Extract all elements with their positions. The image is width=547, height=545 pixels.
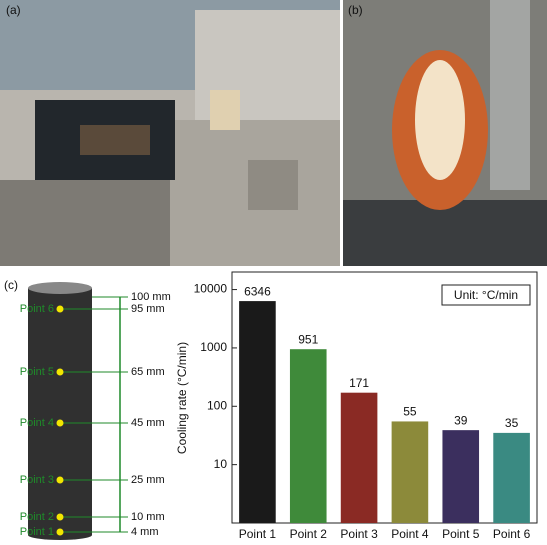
- point-marker: [56, 513, 64, 521]
- y-tick-label: 10000: [194, 282, 228, 296]
- bar: [340, 392, 378, 523]
- y-axis-label: Cooling rate (°C/min): [175, 342, 189, 454]
- point-label: Point 5: [20, 366, 54, 378]
- panel-label: (b): [348, 3, 363, 17]
- bar: [239, 301, 276, 523]
- value-label: 39: [454, 413, 468, 427]
- y-tick-label: 100: [207, 398, 227, 412]
- height-label: 45 mm: [131, 417, 165, 429]
- value-label: 6346: [244, 284, 271, 298]
- height-label: 25 mm: [131, 474, 165, 486]
- panel-label: (a): [6, 3, 21, 17]
- point-label: Point 1: [20, 526, 54, 538]
- cylinder: [28, 282, 128, 540]
- y-tick-label: 1000: [200, 340, 227, 354]
- point-marker: [56, 368, 64, 376]
- height-label: 4 mm: [131, 526, 159, 538]
- value-label: 171: [349, 376, 369, 390]
- x-tick-label: Point 2: [290, 527, 328, 541]
- y-tick-label: 10: [214, 457, 228, 471]
- bar: [442, 430, 480, 523]
- value-label: 35: [505, 416, 519, 430]
- unit-box: [441, 284, 531, 306]
- photo-b: [343, 0, 547, 266]
- x-tick-label: Point 4: [391, 527, 429, 541]
- plot-frame: [231, 271, 538, 524]
- x-tick-label: Point 5: [442, 527, 480, 541]
- bar: [391, 421, 429, 523]
- value-label: 55: [403, 405, 417, 419]
- point-label: Point 2: [20, 511, 54, 523]
- point-marker: [56, 528, 64, 536]
- value-label: 951: [298, 332, 318, 346]
- height-label: 100 mm: [131, 291, 171, 303]
- bar: [289, 349, 327, 523]
- height-label: 95 mm: [131, 303, 165, 315]
- point-marker: [56, 476, 64, 484]
- height-label: 10 mm: [131, 511, 165, 523]
- bar: [493, 432, 530, 523]
- point-label: Point 4: [20, 417, 54, 429]
- x-tick-label: Point 3: [340, 527, 378, 541]
- x-tick-label: Point 6: [493, 527, 531, 541]
- point-label: Point 6: [20, 303, 54, 315]
- panel-label: (c): [4, 278, 18, 292]
- point-label: Point 3: [20, 474, 54, 486]
- x-tick-label: Point 1: [239, 527, 277, 541]
- point-marker: [56, 305, 64, 313]
- annotation: Unit: °C/min: [454, 288, 518, 302]
- photo-a: [0, 0, 340, 266]
- point-marker: [56, 419, 64, 427]
- height-label: 65 mm: [131, 366, 165, 378]
